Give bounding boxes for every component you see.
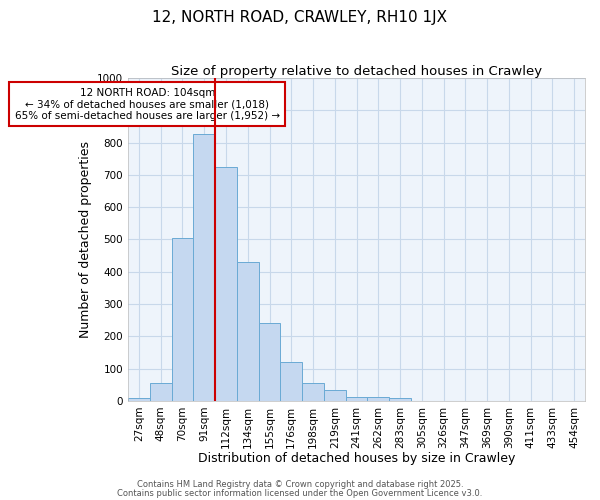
Bar <box>324 390 346 401</box>
Bar <box>215 167 237 401</box>
Y-axis label: Number of detached properties: Number of detached properties <box>79 141 92 338</box>
Bar <box>367 397 389 401</box>
Text: 12, NORTH ROAD, CRAWLEY, RH10 1JX: 12, NORTH ROAD, CRAWLEY, RH10 1JX <box>152 10 448 25</box>
Bar <box>150 383 172 401</box>
Bar <box>237 262 259 401</box>
Text: Contains HM Land Registry data © Crown copyright and database right 2025.: Contains HM Land Registry data © Crown c… <box>137 480 463 489</box>
Bar <box>389 398 411 401</box>
Bar <box>172 238 193 401</box>
Title: Size of property relative to detached houses in Crawley: Size of property relative to detached ho… <box>171 65 542 78</box>
Text: 12 NORTH ROAD: 104sqm
← 34% of detached houses are smaller (1,018)
65% of semi-d: 12 NORTH ROAD: 104sqm ← 34% of detached … <box>14 88 280 121</box>
X-axis label: Distribution of detached houses by size in Crawley: Distribution of detached houses by size … <box>198 452 515 465</box>
Bar <box>193 134 215 401</box>
Bar <box>302 383 324 401</box>
Bar <box>280 362 302 401</box>
Bar <box>346 397 367 401</box>
Text: Contains public sector information licensed under the Open Government Licence v3: Contains public sector information licen… <box>118 488 482 498</box>
Bar <box>128 398 150 401</box>
Bar <box>259 324 280 401</box>
